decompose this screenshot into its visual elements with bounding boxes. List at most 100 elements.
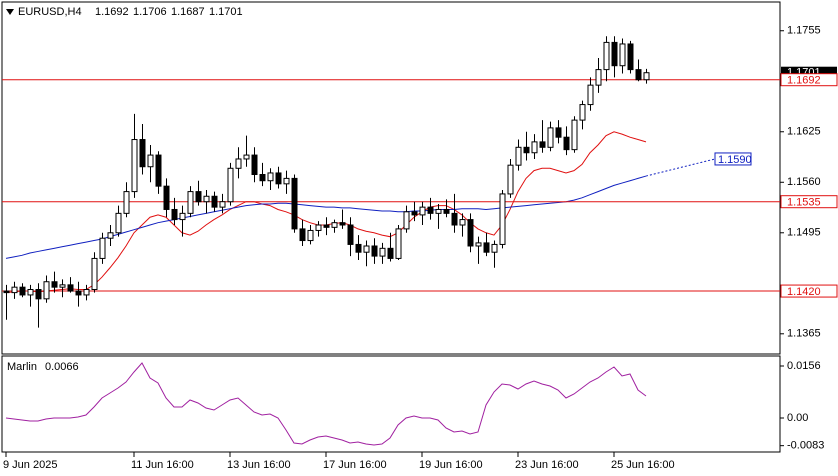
candle-body [579, 104, 586, 121]
candle-body [483, 242, 490, 253]
projection-label: 1.1590 [718, 154, 752, 166]
candle-body [547, 127, 554, 148]
level-label-box [780, 73, 838, 87]
candle-body [3, 290, 10, 294]
candle-body [411, 211, 418, 216]
candle-body [11, 286, 18, 294]
candle-body [51, 281, 58, 288]
candle-body [323, 224, 330, 228]
candle-body [275, 172, 282, 185]
candle-body [595, 69, 602, 86]
candle-body [43, 281, 50, 300]
candle-body [131, 139, 138, 193]
y-tick-label: 1.1625 [787, 126, 821, 138]
candle-body [243, 154, 250, 160]
candle-body [251, 154, 258, 176]
candle-body [395, 228, 402, 259]
candle-body [379, 247, 386, 257]
candle-body [555, 127, 562, 138]
candle-body [299, 228, 306, 242]
candle-body [499, 193, 506, 245]
y-tick-label: 0.00 [787, 412, 808, 424]
symbol: EURUSD,H4 [18, 6, 82, 18]
candle-body [155, 154, 162, 187]
candle-body [571, 119, 578, 151]
candle-body [435, 208, 442, 214]
candle-body [403, 211, 410, 230]
candle-body [115, 212, 122, 234]
candle-body [539, 141, 546, 148]
level-label: 1.1535 [787, 197, 821, 209]
candle-body [523, 146, 530, 154]
candle-body [443, 208, 450, 214]
candle-body [611, 41, 618, 67]
indicator-panel [1, 355, 781, 453]
candle-body [459, 219, 466, 226]
main-panel [1, 1, 781, 355]
candle-body [75, 290, 82, 296]
indicator-name: Marlin [7, 361, 37, 373]
indicator-line [5, 362, 647, 446]
candle-body [587, 84, 594, 106]
candle-body [283, 177, 290, 185]
candle-body [195, 191, 202, 203]
candle-body [627, 43, 634, 71]
candle-body [123, 191, 130, 214]
candle-body [107, 232, 114, 239]
candle-body [635, 69, 642, 81]
header-ohlc: 1.1692 [95, 6, 129, 18]
header-ohlc: 1.1687 [171, 6, 205, 18]
candle-body [19, 286, 26, 296]
candle-body [339, 222, 346, 226]
level-label: 1.1420 [787, 286, 821, 298]
candle-body [315, 224, 322, 231]
candle-body [179, 212, 186, 221]
candle-body [67, 284, 74, 292]
candle-body [427, 206, 434, 214]
candle-body [475, 242, 482, 247]
x-tick-label: 23 Jun 16:00 [515, 459, 579, 471]
x-tick-label: 9 Jun 2025 [3, 459, 57, 471]
y-tick-label: 1.1365 [787, 328, 821, 340]
candle-body [219, 201, 226, 208]
candle-body [139, 139, 146, 168]
candle-body [235, 158, 242, 169]
level-label: 1.1692 [787, 75, 821, 87]
candle-body [59, 284, 66, 288]
candle-body [507, 164, 514, 195]
x-tick-label: 11 Jun 16:00 [131, 459, 194, 471]
candle-body [355, 243, 362, 253]
candle-body [307, 229, 314, 242]
candle-body [563, 136, 570, 151]
candle-body [491, 243, 498, 253]
candle-body [187, 191, 194, 214]
x-tick-label: 19 Jun 16:00 [419, 459, 483, 471]
level-label-box [780, 195, 838, 209]
candle-body [91, 257, 98, 291]
candle-body [227, 167, 234, 203]
candle-body [619, 43, 626, 67]
candle-body [347, 224, 354, 245]
candle-body [203, 195, 210, 203]
candle-body [515, 146, 522, 166]
x-tick-label: 25 Jun 16:00 [611, 459, 675, 471]
header-arrow [6, 9, 14, 15]
candle-body [259, 174, 266, 182]
candle-body [363, 245, 370, 253]
candle-body [531, 141, 538, 154]
candle-body [171, 208, 178, 221]
x-tick-label: 13 Jun 16:00 [227, 459, 291, 471]
projection-label-box [714, 152, 752, 166]
candle-body [99, 237, 106, 259]
y-tick-label: 1.1495 [787, 227, 821, 239]
candle-body [331, 222, 338, 228]
candle-body [419, 206, 426, 216]
y-tick-label: 1.1560 [787, 176, 821, 188]
candle-body [83, 289, 90, 296]
indicator-value: 0.0066 [45, 361, 79, 373]
x-tick-label: 17 Jun 16:00 [323, 459, 387, 471]
candle-body [387, 247, 394, 259]
candle-body [451, 212, 458, 226]
